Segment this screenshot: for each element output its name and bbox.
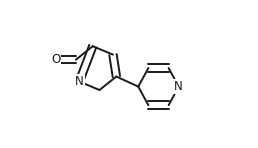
Text: O: O [51,53,60,66]
Text: N: N [75,75,84,88]
Text: N: N [174,80,183,93]
